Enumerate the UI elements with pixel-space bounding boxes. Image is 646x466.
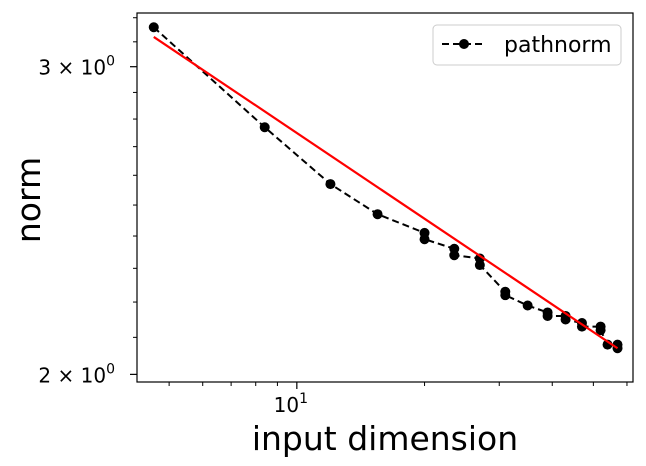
data-point: [576, 321, 587, 332]
data-point: [522, 300, 533, 311]
x-axis-title: input dimension: [252, 419, 518, 458]
data-point: [595, 325, 606, 336]
legend-box: [432, 24, 622, 66]
data-point: [325, 179, 336, 190]
data-point: [474, 260, 485, 271]
data-point: [259, 122, 270, 133]
plot-frame: [136, 12, 634, 383]
data-point: [372, 209, 383, 220]
legend-label: pathnorm: [504, 33, 612, 58]
plot-area: [137, 13, 633, 382]
series-line-pathnorm: [153, 26, 619, 349]
data-point: [148, 22, 159, 33]
data-point: [419, 234, 430, 245]
x-tick-label: 101: [274, 391, 308, 417]
data-point: [500, 290, 511, 301]
tick-layer: 101 3 × 100 2 × 100: [38, 17, 628, 417]
y-tick-label: 3 × 100: [38, 54, 115, 80]
data-point: [542, 310, 553, 321]
y-tick-label: 2 × 100: [38, 361, 115, 387]
legend: pathnorm: [432, 24, 622, 66]
series-layer: [148, 22, 623, 354]
legend-marker: [459, 39, 469, 49]
fit-line: [153, 36, 619, 350]
y-axis-title: norm: [9, 157, 48, 243]
data-point: [560, 314, 571, 325]
data-point: [449, 250, 460, 261]
